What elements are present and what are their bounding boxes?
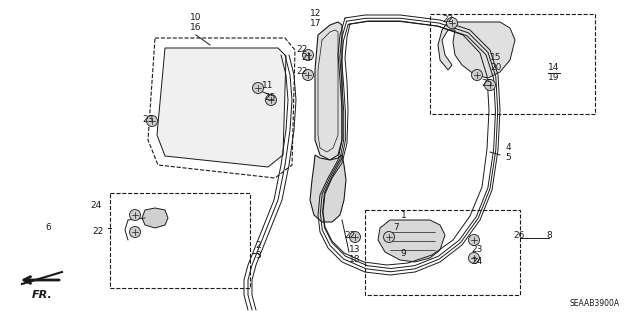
Text: 24: 24 [472,256,483,265]
Text: 5: 5 [505,152,511,161]
Circle shape [266,94,276,106]
Bar [365,210,520,295]
Text: 19: 19 [548,73,560,83]
Circle shape [383,232,394,242]
Text: 3: 3 [255,251,261,261]
Text: 16: 16 [190,23,202,32]
Circle shape [484,79,495,91]
Text: 4: 4 [505,143,511,152]
Text: 17: 17 [310,19,322,27]
Circle shape [129,226,141,238]
Text: 18: 18 [349,255,361,263]
Circle shape [253,83,264,93]
Text: 25: 25 [481,79,493,88]
Text: 12: 12 [310,10,322,19]
Polygon shape [310,155,346,222]
Circle shape [468,234,479,246]
Text: 10: 10 [190,13,202,23]
Text: 20: 20 [490,63,502,72]
Text: 2: 2 [255,241,261,250]
Text: 22: 22 [344,231,356,240]
Text: 14: 14 [548,63,560,72]
Text: 11: 11 [262,80,274,90]
Text: 23: 23 [471,246,483,255]
Text: FR.: FR. [31,290,52,300]
Text: 26: 26 [513,232,525,241]
Text: 24: 24 [90,201,102,210]
Text: 1: 1 [401,211,407,220]
Text: 6: 6 [45,224,51,233]
Circle shape [129,210,141,220]
Circle shape [447,18,458,28]
Circle shape [468,253,479,263]
Polygon shape [378,220,445,262]
Text: 15: 15 [490,53,502,62]
Text: 23: 23 [142,115,154,123]
Text: 22: 22 [296,68,308,77]
Bar [430,14,595,114]
Circle shape [303,70,314,80]
Text: 21: 21 [301,54,313,63]
Circle shape [472,70,483,80]
Polygon shape [315,22,342,160]
Text: 7: 7 [393,224,399,233]
Polygon shape [438,22,515,78]
Polygon shape [157,48,286,167]
Text: 9: 9 [400,249,406,257]
Text: SEAAB3900A: SEAAB3900A [570,299,620,308]
Circle shape [303,49,314,61]
Text: 22: 22 [92,227,104,236]
Polygon shape [142,208,168,228]
Text: 22: 22 [442,14,454,24]
Circle shape [349,232,360,242]
Text: 22: 22 [296,46,308,55]
Bar [110,193,250,288]
Text: 13: 13 [349,244,361,254]
Text: 8: 8 [546,232,552,241]
Circle shape [147,115,157,127]
Text: 25: 25 [264,93,276,101]
